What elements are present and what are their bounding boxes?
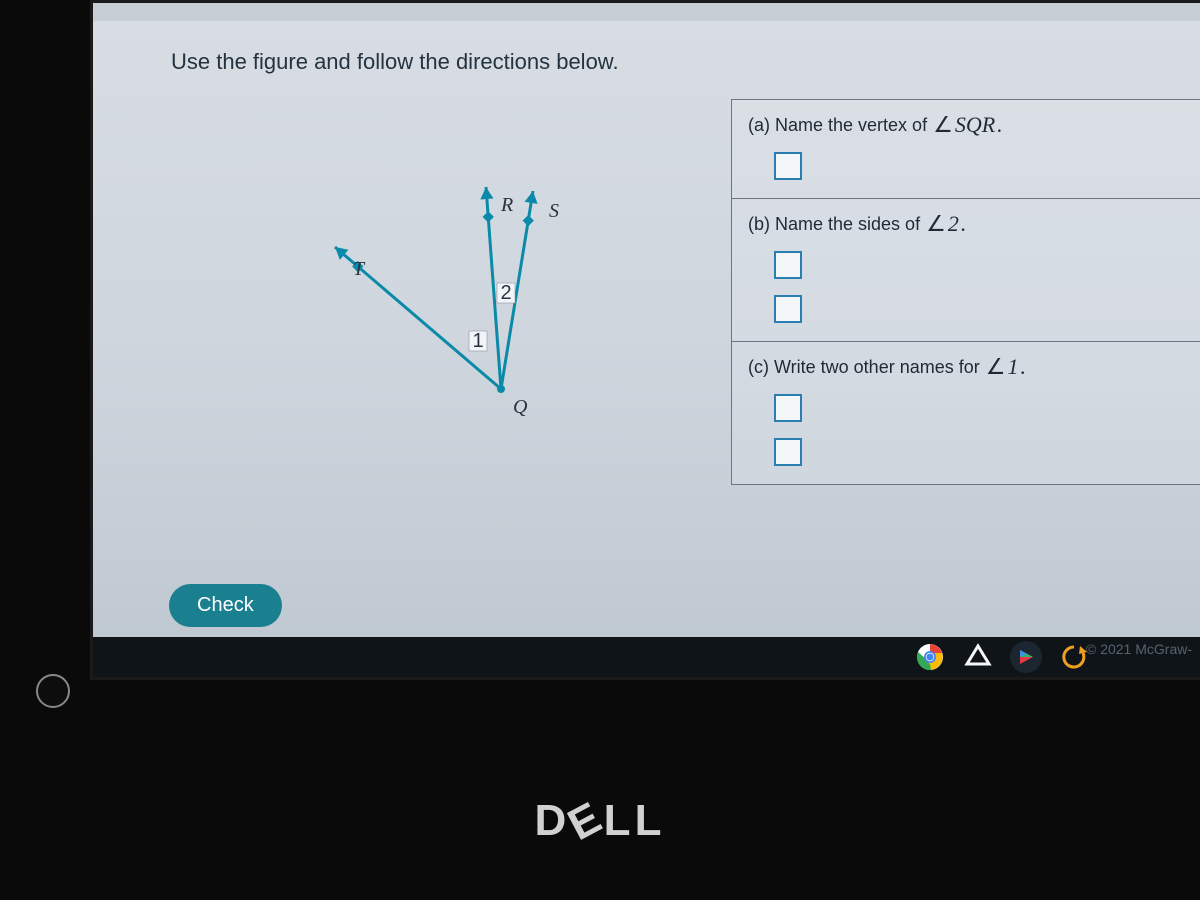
question-b-suffix: . (961, 211, 967, 237)
play-icon[interactable] (1010, 641, 1042, 673)
angle-sqr-text: SQR (955, 112, 995, 138)
answer-b-input-2[interactable] (774, 295, 802, 323)
svg-text:T: T (353, 258, 366, 280)
answer-c-input-1[interactable] (774, 394, 802, 422)
question-a: (a) Name the vertex of ∠SQR. (732, 100, 1200, 199)
dell-l2: L (635, 796, 666, 845)
angle-glyph-icon: ∠ (933, 112, 953, 138)
geometry-figure: T R S Q 1 2 (171, 99, 691, 519)
question-c-prompt: (c) Write two other names for ∠1. (748, 354, 1184, 380)
svg-text:2: 2 (500, 282, 511, 304)
angle-symbol-sqr: ∠SQR. (933, 112, 1003, 138)
chrome-icon[interactable] (914, 641, 946, 673)
angle-2-text: 2 (948, 211, 959, 237)
question-b-prefix: (b) Name the sides of (748, 214, 920, 235)
app-screen: Use the figure and follow the directions… (90, 0, 1200, 680)
instruction-text: Use the figure and follow the directions… (171, 49, 1200, 75)
angle-symbol-2: ∠2. (926, 211, 966, 237)
dell-logo: DELL (0, 796, 1200, 846)
answer-a-input[interactable] (774, 152, 802, 180)
answer-b-input-1[interactable] (774, 251, 802, 279)
content-row: TRSQ12 (a) Name the vertex of ∠SQR. (171, 99, 1200, 519)
svg-text:R: R (500, 194, 513, 216)
drive-icon[interactable] (962, 641, 994, 673)
question-c-prefix: (c) Write two other names for (748, 357, 980, 378)
check-button[interactable]: Check (169, 584, 282, 627)
figure-svg: T R S Q 1 2 (171, 99, 691, 519)
question-b: (b) Name the sides of ∠2. (732, 199, 1200, 342)
question-a-prefix: (a) Name the vertex of (748, 115, 927, 136)
os-taskbar: © 2021 McGraw- (93, 637, 1200, 677)
svg-text:Q: Q (513, 396, 528, 418)
launcher-button[interactable] (36, 674, 70, 708)
answer-column: (a) Name the vertex of ∠SQR. (b) Name th… (731, 99, 1200, 485)
copyright-text: © 2021 McGraw- (1086, 641, 1192, 657)
answer-c-input-2[interactable] (774, 438, 802, 466)
answer-panel: (a) Name the vertex of ∠SQR. (b) Name th… (731, 99, 1200, 485)
question-c-suffix: . (1020, 354, 1026, 380)
app-content: Use the figure and follow the directions… (93, 21, 1200, 637)
angle-1-text: 1 (1007, 354, 1018, 380)
question-a-prompt: (a) Name the vertex of ∠SQR. (748, 112, 1184, 138)
svg-text:S: S (549, 200, 559, 222)
question-b-prompt: (b) Name the sides of ∠2. (748, 211, 1184, 237)
svg-text:1: 1 (472, 330, 483, 352)
question-c: (c) Write two other names for ∠1. (732, 342, 1200, 484)
question-a-suffix: . (997, 112, 1003, 138)
angle-glyph-icon: ∠ (926, 211, 946, 237)
angle-symbol-1: ∠1. (986, 354, 1026, 380)
angle-glyph-icon: ∠ (986, 354, 1006, 380)
